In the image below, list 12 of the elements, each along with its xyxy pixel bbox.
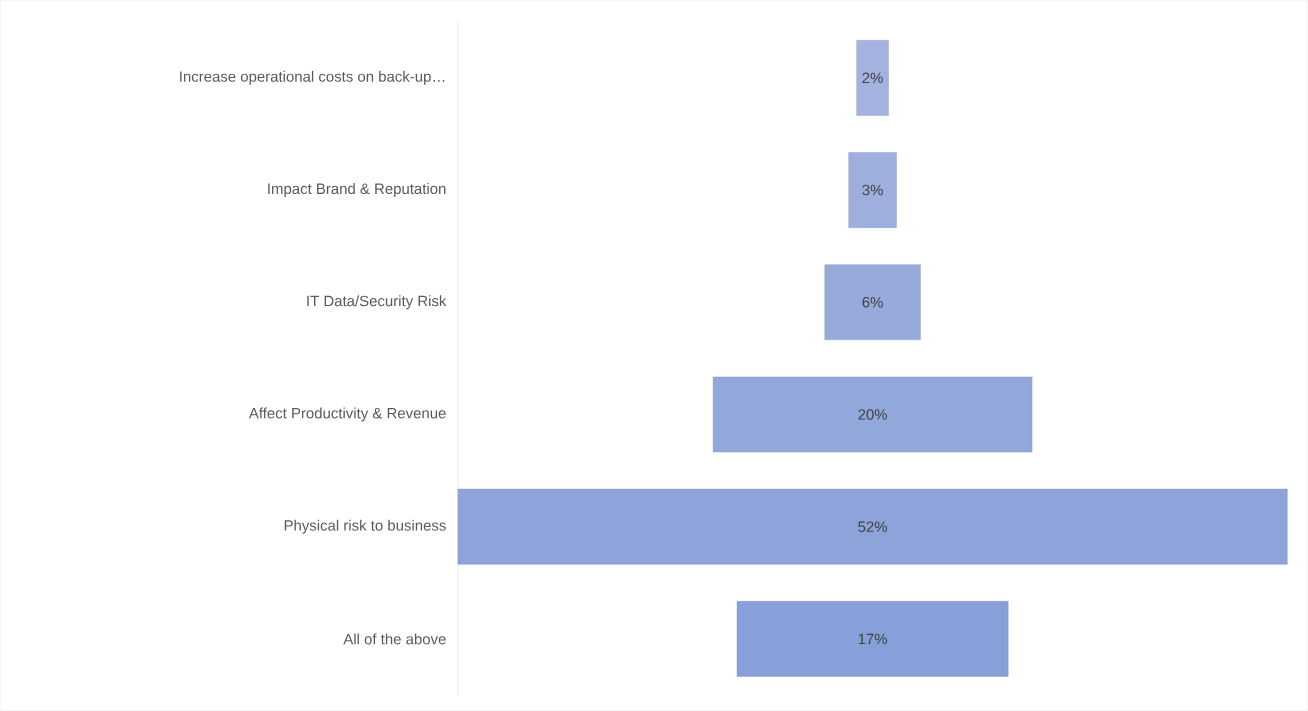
category-label: Increase operational costs on back-up… — [180, 70, 445, 85]
category-label: Affect Productivity & Revenue — [248, 407, 446, 422]
category-label: IT Data/Security Risk — [307, 295, 447, 310]
data-label: 3% — [862, 184, 883, 196]
data-label: 52% — [858, 521, 888, 533]
data-label: 17% — [858, 633, 888, 645]
category-label: All of the above — [343, 633, 446, 645]
data-label: 6% — [862, 297, 883, 308]
data-label: 2% — [862, 72, 883, 84]
category-label: Physical risk to business — [284, 519, 446, 534]
data-label: 20% — [858, 409, 888, 420]
category-label: Impact Brand & Reputation — [268, 183, 446, 198]
